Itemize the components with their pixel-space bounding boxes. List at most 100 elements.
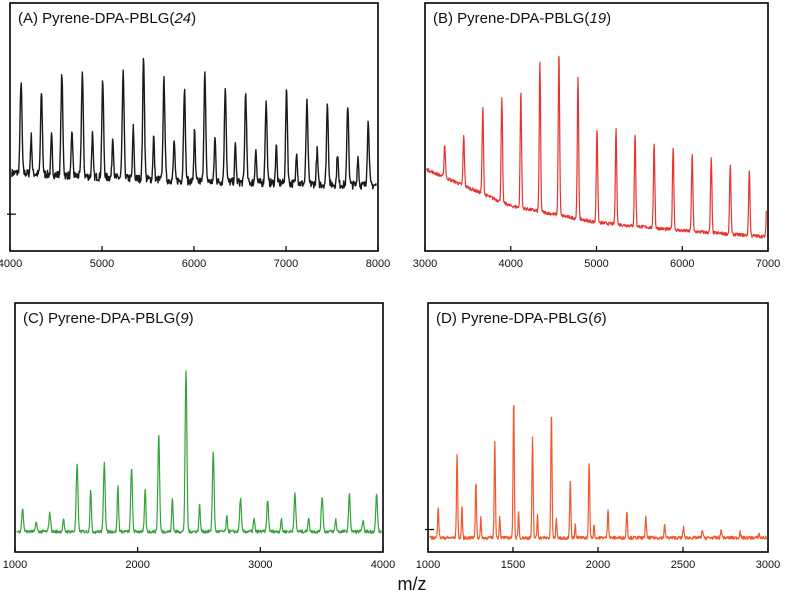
panel-d-frame	[427, 302, 769, 553]
panel-a-peak-12	[265, 102, 267, 104]
panel-c-peak-8	[239, 497, 241, 499]
panel-b-peak-6	[558, 50, 560, 52]
panel-c-peak-3	[103, 460, 105, 462]
panel-c-peak-2	[76, 464, 78, 466]
panel-a-peak-16	[347, 104, 349, 106]
panel-b-peak-1	[463, 135, 465, 137]
panel-a-xtick-label-2: 6000	[182, 258, 206, 270]
panel-b-peak-12	[672, 145, 674, 147]
panel-d-peak-7	[569, 479, 571, 481]
panel-a-peak-15	[326, 102, 328, 104]
panel-d-peak-9	[607, 508, 609, 510]
panel-c-peak-11	[321, 495, 323, 497]
panel-c-peak-9	[267, 499, 269, 501]
panel-a-title: (A) Pyrene-DPA-PBLG(24)	[18, 10, 196, 27]
panel-d-peak-3	[494, 439, 496, 441]
panel-b-peak-5	[539, 63, 541, 65]
panel-b-peak-13	[691, 151, 693, 153]
panel-a-title-close: )	[191, 10, 196, 27]
panel-b-peak-14	[710, 157, 712, 159]
panel-c-peak-6	[185, 371, 187, 373]
panel-c-frame	[14, 302, 384, 553]
panel-a: (A) Pyrene-DPA-PBLG(24) 4000 5000 6000 7000 8…	[0, 2, 390, 270]
panel-b-peak-4	[520, 89, 522, 91]
panel-d-peak-6	[550, 410, 552, 412]
panel-a-peak-13	[285, 89, 287, 91]
panel-a-peak-4	[102, 81, 104, 83]
panel-b-peak-7	[577, 77, 579, 79]
panel-c-xtick-label-0: 1000	[3, 559, 27, 571]
panel-a-peak-5	[122, 73, 124, 75]
panel-a-peak-14	[306, 102, 308, 104]
panel-c-title: (C) Pyrene-DPA-PBLG(9)	[23, 310, 194, 327]
panel-a-peak-8	[183, 87, 185, 89]
panel-d-peak-16	[739, 530, 741, 532]
panel-c-title-text: (C) Pyrene-DPA-PBLG(	[23, 310, 180, 327]
panel-d-xtick-label-3: 2500	[671, 559, 695, 571]
panel-c-xtick-label-2: 3000	[248, 559, 272, 571]
panel-a-xtick-label-1: 5000	[90, 258, 114, 270]
panel-a-peak-17	[367, 120, 369, 122]
panel-a-xtick-label-4: 8000	[366, 258, 390, 270]
panel-c-peak-13	[375, 493, 377, 495]
panel-d-title: (D) Pyrene-DPA-PBLG(6)	[436, 310, 607, 327]
panel-b-peak-2	[482, 106, 484, 108]
panel-b-xtick-label-0: 3000	[413, 258, 437, 270]
panel-b-title-close: )	[606, 10, 611, 27]
panel-d-peak-13	[682, 526, 684, 528]
panel-a-title-text: (A) Pyrene-DPA-PBLG(	[18, 10, 174, 27]
panel-b-xtick-label-2: 5000	[584, 258, 608, 270]
panel-a-peak-10	[224, 85, 226, 87]
panel-d-peak-8	[588, 462, 590, 464]
panel-d-peak-5	[531, 437, 533, 439]
panel-b-xtick-label-4: 7000	[756, 258, 780, 270]
panel-b-xtick-label-3: 6000	[670, 258, 694, 270]
panel-d-peak-0	[437, 506, 439, 508]
panel-c-peak-12	[348, 493, 350, 495]
panel-d-peak-12	[663, 524, 665, 526]
panel-c-xtick-label-3: 4000	[371, 559, 395, 571]
panel-d-peak-15	[720, 528, 722, 530]
panel-b: (B) Pyrene-DPA-PBLG(19) 3000 4000 5000 6000 7…	[413, 2, 780, 270]
panel-d-xtick-label-4: 3000	[756, 559, 780, 571]
panel-d-spectrum-line	[429, 404, 767, 540]
panel-c-peak-0	[21, 508, 23, 510]
panel-c-title-chain-length: 9	[180, 310, 189, 327]
panel-c-peak-7	[212, 450, 214, 452]
panel-c-title-close: )	[189, 310, 194, 327]
panel-b-peak-10	[634, 133, 636, 135]
panel-a-title-chain-length: 24	[173, 10, 191, 27]
panel-d-peak-1	[456, 454, 458, 456]
panel-a-peak-7	[163, 79, 165, 81]
panel-b-xtick-label-1: 4000	[499, 258, 523, 270]
panel-d-title-chain-length: 6	[593, 310, 602, 327]
panel-c-spectrum-line	[16, 370, 382, 534]
panel-d-peak-14	[701, 528, 703, 530]
panel-a-xtick-label-3: 7000	[274, 258, 298, 270]
panel-a-peak-9	[204, 73, 206, 75]
panel-d-peak-4	[513, 398, 515, 400]
panel-b-peak-9	[615, 129, 617, 131]
panel-c-xtick-label-1: 2000	[125, 559, 149, 571]
panel-a-xtick-label-0: 4000	[0, 258, 22, 270]
panel-a-peak-11	[245, 91, 247, 93]
panel-d-peak-10	[626, 510, 628, 512]
panel-a-peak-1	[40, 91, 42, 93]
panel-b-title: (B) Pyrene-DPA-PBLG(19)	[433, 10, 611, 27]
panel-b-peak-16	[748, 170, 750, 172]
panel-b-peak-0	[444, 143, 446, 145]
panel-d-title-close: )	[602, 310, 607, 327]
panel-d-title-text: (D) Pyrene-DPA-PBLG(	[436, 310, 593, 327]
panel-d-peak-17	[758, 532, 760, 534]
panel-b-spectrum-line	[426, 55, 767, 239]
panel-c: (C) Pyrene-DPA-PBLG(9) 1000 2000 3000 4000	[3, 302, 395, 571]
x-axis-label: m/z	[398, 574, 427, 594]
panel-b-peak-11	[653, 141, 655, 143]
panel-b-peak-15	[729, 164, 731, 166]
panel-d-peak-11	[645, 516, 647, 518]
panel-d-xtick-label-2: 2000	[586, 559, 610, 571]
panel-d-xtick-label-0: 1000	[416, 559, 440, 571]
panel-a-peak-6	[142, 56, 144, 58]
